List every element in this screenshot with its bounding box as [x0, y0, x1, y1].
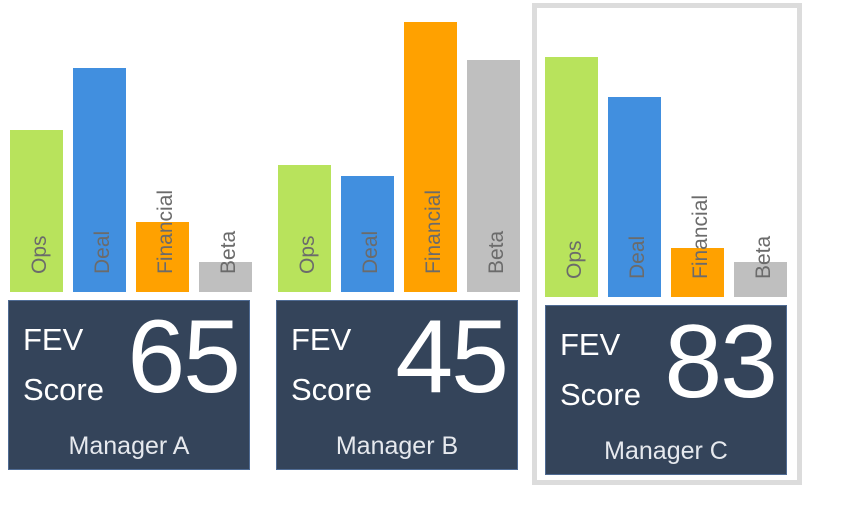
- score-caption-line2: Score: [560, 377, 641, 412]
- bar-beta: [467, 60, 520, 292]
- bar-label-deal: Deal: [626, 236, 649, 279]
- bar-label-beta: Beta: [217, 230, 240, 274]
- score-value: 83: [664, 304, 778, 420]
- bar-label-beta: Beta: [752, 235, 775, 279]
- bar-ops: [545, 57, 598, 297]
- bar-label-ops: Ops: [296, 235, 319, 274]
- bar-financial: [404, 22, 457, 292]
- manager-name: Manager B: [335, 432, 459, 460]
- score-card: FEV Score 45 Manager B: [276, 300, 518, 470]
- bar-chart: Ops Deal Financial Beta: [545, 57, 787, 297]
- score-caption: FEV Score: [560, 320, 641, 420]
- bar-label-financial: Financial: [422, 190, 445, 274]
- score-card: FEV Score 65 Manager A: [8, 300, 250, 470]
- bar-label-financial: Financial: [154, 190, 177, 274]
- score-card: FEV Score 83 Manager C: [545, 305, 787, 475]
- manager-panel: Ops Deal Financial Beta FEV Score 45 Manager B: [276, 0, 521, 511]
- score-caption-line1: FEV: [560, 327, 621, 362]
- score-caption-line1: FEV: [23, 322, 84, 357]
- score-caption-line2: Score: [291, 372, 372, 407]
- manager-panel: Ops Deal Financial Beta FEV Score 65 Manager A: [8, 0, 253, 511]
- score-caption-line2: Score: [23, 372, 104, 407]
- manager-panel-highlighted: Ops Deal Financial Beta FEV Score 83 Manager C: [532, 3, 802, 485]
- manager-name: Manager A: [68, 432, 190, 460]
- manager-name: Manager C: [604, 437, 728, 465]
- bar-chart: Ops Deal Financial Beta: [278, 22, 520, 292]
- bar-chart: Ops Deal Financial Beta: [10, 68, 252, 292]
- score-value: 65: [127, 299, 241, 415]
- bar-label-deal: Deal: [359, 231, 382, 274]
- bar-financial: [671, 248, 724, 297]
- bar-beta: [199, 262, 252, 292]
- bar-label-beta: Beta: [485, 230, 508, 274]
- bar-deal: [608, 97, 661, 297]
- bar-label-financial: Financial: [689, 195, 712, 279]
- bar-deal: [73, 68, 126, 292]
- score-value: 45: [395, 299, 509, 415]
- bar-deal: [341, 176, 394, 292]
- bar-financial: [136, 222, 189, 292]
- score-caption-line1: FEV: [291, 322, 352, 357]
- bar-ops: [278, 165, 331, 292]
- score-caption: FEV Score: [23, 315, 104, 415]
- score-caption: FEV Score: [291, 315, 372, 415]
- bar-ops: [10, 130, 63, 292]
- bar-label-ops: Ops: [28, 235, 51, 274]
- bar-label-deal: Deal: [91, 231, 114, 274]
- bar-beta: [734, 262, 787, 297]
- bar-label-ops: Ops: [563, 240, 586, 279]
